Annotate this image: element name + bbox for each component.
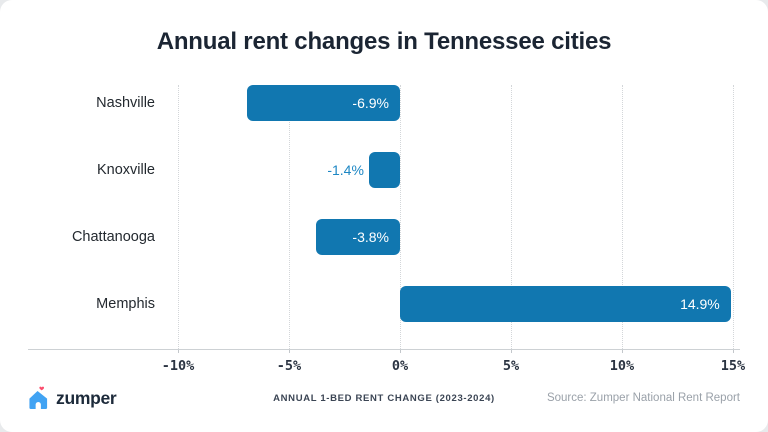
x-tick-label: 5%: [502, 358, 520, 374]
x-tick-label: 10%: [609, 358, 635, 374]
gridline: [178, 85, 179, 349]
plot-area: -10% -5% 0% 5% 10% 15% -6.9% -1.4% -3.8% 14.9%: [162, 85, 745, 374]
category-label: Knoxville: [96, 162, 155, 178]
x-tick-label: -5%: [276, 358, 302, 374]
bar-nashville: [246, 85, 400, 121]
bar-value-label: -3.8%: [352, 229, 389, 245]
gridline: [733, 85, 734, 349]
bar-value-label: 14.9%: [680, 296, 720, 312]
bar-chattanooga: [315, 219, 400, 255]
chart-title: Annual rent changes in Tennessee cities: [156, 28, 612, 55]
axis-tick: [289, 349, 290, 353]
x-tick-label: 0%: [391, 358, 409, 374]
brand-wordmark: zumper: [56, 387, 117, 408]
source-attribution: Source: Zumper National Rent Report: [546, 392, 740, 404]
category-label: Memphis: [96, 296, 155, 312]
gridline: [511, 85, 512, 349]
x-tick-label: -10%: [161, 358, 195, 374]
category-label: Chattanooga: [71, 229, 155, 245]
x-axis-line: [28, 349, 740, 350]
house-icon: [29, 386, 48, 409]
bar-value-label: -1.4%: [327, 162, 364, 178]
zumper-logo: zumper: [28, 386, 117, 410]
axis-tick: [733, 349, 734, 353]
bar-memphis: [400, 286, 731, 322]
category-axis: Nashville Knoxville Chattanooga Memphis: [20, 85, 155, 349]
footer: zumper ANNUAL 1-BED RENT CHANGE (2023-20…: [28, 383, 740, 413]
gridline: [622, 85, 623, 349]
category-label: Nashville: [96, 95, 155, 111]
chart-caption: ANNUAL 1-BED RENT CHANGE (2023-2024): [273, 392, 495, 404]
bar-knoxville: [368, 152, 400, 188]
gridline: [289, 85, 290, 349]
axis-tick: [622, 349, 623, 353]
x-tick-label: 15%: [720, 358, 746, 374]
gridline: [400, 85, 401, 349]
axis-tick: [400, 349, 401, 353]
axis-tick: [511, 349, 512, 353]
axis-tick: [178, 349, 179, 353]
bar-value-label: -6.9%: [352, 95, 389, 111]
